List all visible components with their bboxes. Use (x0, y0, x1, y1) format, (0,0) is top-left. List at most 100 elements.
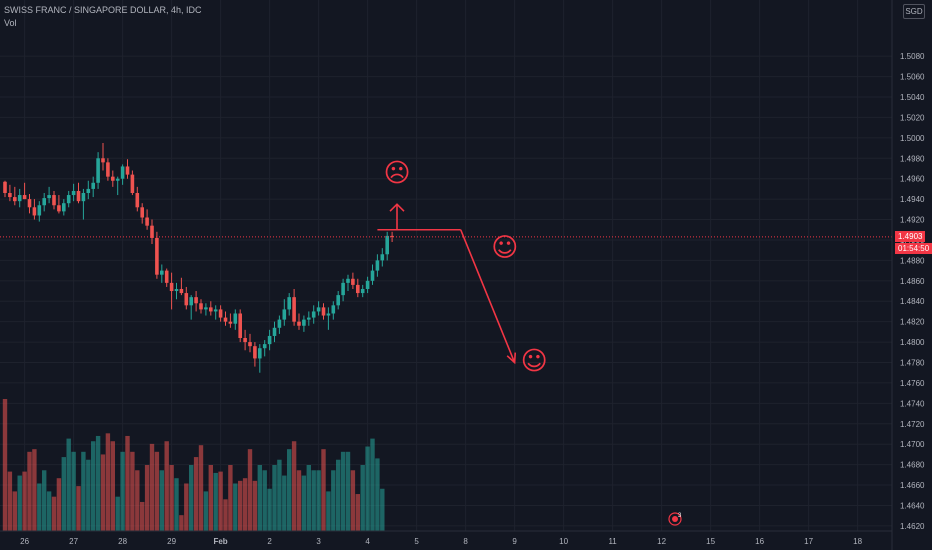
candle (71, 183, 76, 202)
event-icon[interactable]: 3 (668, 512, 682, 526)
candle (115, 176, 120, 196)
candle (380, 248, 385, 267)
currency-button[interactable]: SGD (903, 4, 925, 19)
volume-bar (100, 454, 106, 531)
candle (316, 301, 321, 316)
candle (150, 219, 154, 245)
candle (311, 305, 316, 324)
price-tick-label: 1.4700 (900, 440, 925, 449)
volume-bar (159, 470, 164, 531)
candle (32, 199, 37, 220)
candle (204, 303, 208, 316)
symbol-title[interactable]: SWISS FRANC / SINGAPORE DOLLAR, 4h, IDC (4, 5, 202, 15)
candle (375, 254, 380, 277)
candle (160, 264, 164, 283)
candle-body (81, 192, 86, 202)
candle (140, 203, 144, 224)
candle (365, 276, 370, 294)
candle (233, 309, 238, 330)
time-axis[interactable]: 26 27 28 29 Feb 2 3 4 5 8 9 10 11 12 15 16 17 18 (20, 537, 862, 546)
candle (76, 182, 81, 204)
candle-body (365, 280, 370, 289)
volume-bar (115, 496, 120, 531)
candle (194, 291, 198, 312)
candle-body (37, 205, 42, 216)
volume-bar (174, 478, 179, 531)
candle-body (140, 207, 144, 218)
candle (248, 333, 252, 353)
drawings[interactable]: ☹ ☺ ☺ (377, 159, 548, 377)
smiley-face-icon: ☺ (491, 233, 518, 263)
candle (351, 272, 355, 289)
candle (81, 188, 86, 220)
candle-body (32, 207, 37, 216)
candle (120, 164, 125, 185)
candle-body (57, 205, 61, 212)
candle-body (62, 203, 66, 212)
candle (218, 305, 223, 322)
candle-body (71, 190, 76, 196)
volume-bar (350, 470, 356, 531)
candle (101, 142, 105, 171)
volume-bar (193, 457, 199, 531)
candle-body (302, 319, 306, 326)
volume-bar (125, 435, 130, 531)
candle-body (189, 297, 193, 306)
candle (66, 190, 71, 208)
candle-body (238, 313, 242, 339)
volume-bars (2, 399, 385, 531)
candle-body (341, 282, 345, 296)
candle-body (3, 181, 7, 193)
candle-body (307, 317, 311, 320)
candle-body (311, 311, 316, 318)
candle (326, 307, 331, 330)
candle (390, 231, 394, 243)
candle-body (125, 166, 130, 175)
time-tick-label: 17 (804, 537, 813, 546)
candle-body (111, 176, 115, 181)
volume-bar (51, 496, 57, 531)
candle-body (316, 307, 321, 312)
candle-body (356, 284, 360, 294)
candle (155, 231, 159, 279)
volume-bar (301, 475, 307, 531)
price-tick-label: 1.4780 (900, 359, 925, 368)
time-tick-label: Feb (213, 537, 227, 546)
volume-bar (291, 441, 297, 531)
volume-bar (336, 459, 341, 531)
price-tick-label: 1.4840 (900, 297, 925, 306)
volume-bar (257, 465, 262, 531)
volume-bar (277, 459, 282, 531)
price-tick-label: 1.4940 (900, 195, 925, 204)
price-tick-label: 1.4820 (900, 318, 925, 327)
volume-bar (233, 483, 238, 531)
volume-bar (140, 501, 145, 531)
candle-body (199, 303, 203, 310)
candle-body (179, 288, 184, 294)
candle (17, 188, 22, 208)
candle (258, 344, 262, 373)
candle (189, 295, 193, 320)
price-tick-label: 1.4660 (900, 481, 925, 490)
price-tick-label: 1.4860 (900, 277, 925, 286)
time-tick-label: 26 (20, 537, 29, 546)
candle-body (292, 297, 296, 322)
volume-label[interactable]: Vol (4, 18, 17, 28)
candle (360, 284, 365, 298)
price-tick-label: 1.4720 (900, 420, 925, 429)
candle (106, 158, 110, 181)
candle-body (42, 198, 46, 206)
candle-body (297, 321, 301, 326)
candle (331, 301, 336, 320)
volume-bar (120, 451, 125, 531)
volume-bar (203, 491, 209, 531)
candle-body (277, 319, 282, 328)
price-tick-label: 1.4620 (900, 522, 925, 531)
volume-bar (247, 449, 253, 531)
candle-body (101, 158, 105, 163)
candle (91, 176, 95, 198)
candle-body (253, 346, 257, 359)
candles (3, 142, 394, 373)
volume-bar (149, 443, 155, 531)
